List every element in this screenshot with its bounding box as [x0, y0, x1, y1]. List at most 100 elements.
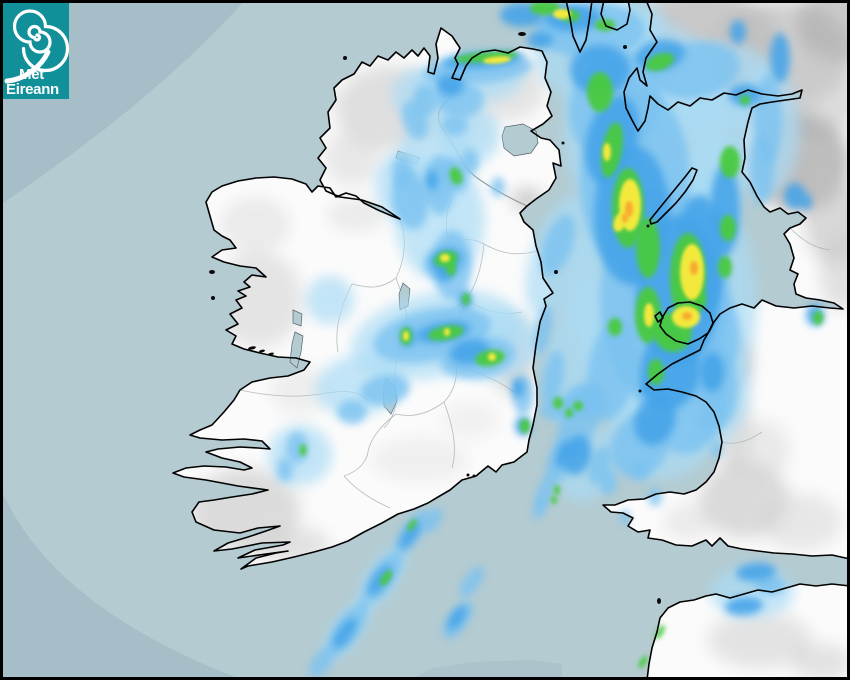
- rain-cell-light: [286, 432, 308, 464]
- rain-cell-heavy: [553, 397, 563, 409]
- rain-cell-heavy: [813, 311, 823, 325]
- rain-cell-moderate: [447, 606, 467, 630]
- rain-cell-very-heavy: [483, 56, 511, 64]
- rain-cell-heavy: [554, 485, 560, 495]
- rain-cell-light: [401, 100, 429, 140]
- rain-cell-moderate: [426, 170, 438, 190]
- rain-cell-heavy: [608, 318, 622, 336]
- calf-of-man: [646, 224, 650, 228]
- rain-cell-moderate: [700, 352, 724, 392]
- rain-cell-intense: [682, 312, 692, 320]
- rain-cell-moderate: [710, 165, 740, 255]
- saltee-islands: [466, 473, 470, 477]
- rain-cell-light: [534, 305, 552, 355]
- islets: [209, 32, 661, 604]
- rain-cell-very-heavy: [644, 303, 654, 327]
- logo-text-eireann: Éireann: [6, 81, 59, 98]
- rain-cell-light: [631, 459, 649, 481]
- rain-cell-heavy: [565, 408, 573, 418]
- lambay-island: [554, 270, 558, 274]
- rain-cell-heavy: [407, 519, 417, 531]
- rain-cell-heavy: [449, 167, 463, 185]
- rain-cell-light: [542, 350, 564, 406]
- rain-cell-very-light: [306, 276, 354, 324]
- rain-cell-heavy: [551, 496, 557, 504]
- rain-cell-heavy: [718, 256, 732, 278]
- rain-cell-very-heavy: [403, 331, 409, 341]
- rain-cell-heavy: [740, 95, 750, 105]
- rain-cell-light: [359, 598, 369, 610]
- rain-cell-very-heavy: [553, 9, 571, 19]
- logo-text-met: Met: [19, 66, 44, 83]
- met-eireann-spiral-icon: [4, 9, 70, 84]
- rain-cell-moderate: [399, 521, 421, 549]
- rain-cell-moderate: [436, 74, 464, 96]
- clare-island: [209, 270, 215, 274]
- rathlin-island: [518, 32, 526, 36]
- rain-cell-light: [459, 566, 485, 598]
- ailsa-craig: [623, 45, 627, 49]
- rain-cell-light: [461, 149, 479, 175]
- rain-cell-moderate: [800, 194, 812, 210]
- rain-cell-moderate: [527, 32, 553, 48]
- lough-neagh: [501, 123, 539, 157]
- met-eireann-logo: Met Éireann: [3, 3, 70, 99]
- rain-cell-light: [533, 496, 547, 520]
- radar-range-shadow-bottomleft: [0, 487, 235, 677]
- rain-cell-light: [337, 400, 367, 424]
- rain-cell-heavy: [638, 655, 648, 669]
- rain-cell-heavy: [636, 218, 660, 278]
- rain-cell-light: [648, 488, 662, 506]
- rain-cell-intense: [625, 201, 633, 217]
- rain-cell-light: [391, 170, 429, 230]
- rain-cell-heavy: [587, 72, 613, 112]
- rain-overlay: [268, 0, 824, 678]
- rain-cell-moderate: [512, 378, 524, 398]
- rain-cell-moderate: [555, 441, 571, 469]
- rain-cell-very-heavy: [488, 353, 496, 361]
- rain-cell-heavy: [520, 419, 530, 433]
- tory-island: [343, 56, 347, 60]
- rain-cell-heavy: [720, 215, 736, 241]
- rain-cell-light: [540, 214, 576, 276]
- rain-cell-heavy: [720, 146, 740, 178]
- rain-cell-very-heavy: [444, 328, 450, 336]
- rain-cell-heavy: [530, 1, 560, 15]
- copeland-island: [561, 141, 565, 145]
- rain-cell-moderate: [736, 562, 776, 582]
- rain-cell-light: [309, 646, 335, 678]
- rain-cell-heavy: [299, 444, 307, 456]
- rain-cell-intense: [622, 213, 628, 223]
- rain-cell-intense: [690, 261, 698, 275]
- rain-cell-heavy: [645, 52, 675, 72]
- rain-cell-light: [360, 374, 410, 406]
- radar-range-shadow-bottomcenter: [410, 660, 562, 680]
- rain-cell-moderate: [730, 20, 746, 44]
- rain-cell-moderate: [725, 596, 763, 616]
- rain-cell-very-heavy: [440, 254, 450, 262]
- rain-cell-moderate: [634, 394, 676, 446]
- rain-cell-heavy: [601, 122, 623, 178]
- rain-cell-light: [491, 177, 505, 197]
- rain-cell-light: [588, 445, 612, 485]
- lough-corrib: [289, 331, 304, 369]
- rain-cell-heavy: [462, 293, 470, 305]
- aran-islands: [248, 346, 256, 350]
- rain-cell-moderate: [770, 33, 790, 83]
- rain-cell-light: [421, 507, 443, 533]
- lundy-island: [657, 598, 661, 604]
- rain-cell-moderate: [333, 617, 357, 649]
- inishbofin: [211, 296, 215, 300]
- bardsey-island: [638, 389, 642, 393]
- lough-mask: [292, 309, 303, 327]
- rain-cell-very-heavy: [603, 143, 611, 161]
- rain-cell-heavy: [573, 401, 583, 411]
- rain-cell-light: [750, 135, 774, 205]
- rain-cell-light: [277, 458, 293, 482]
- rain-cell-heavy: [655, 624, 665, 640]
- rain-cell-moderate: [570, 45, 630, 95]
- rain-cell-light: [442, 115, 468, 135]
- rain-cell-heavy: [379, 570, 393, 586]
